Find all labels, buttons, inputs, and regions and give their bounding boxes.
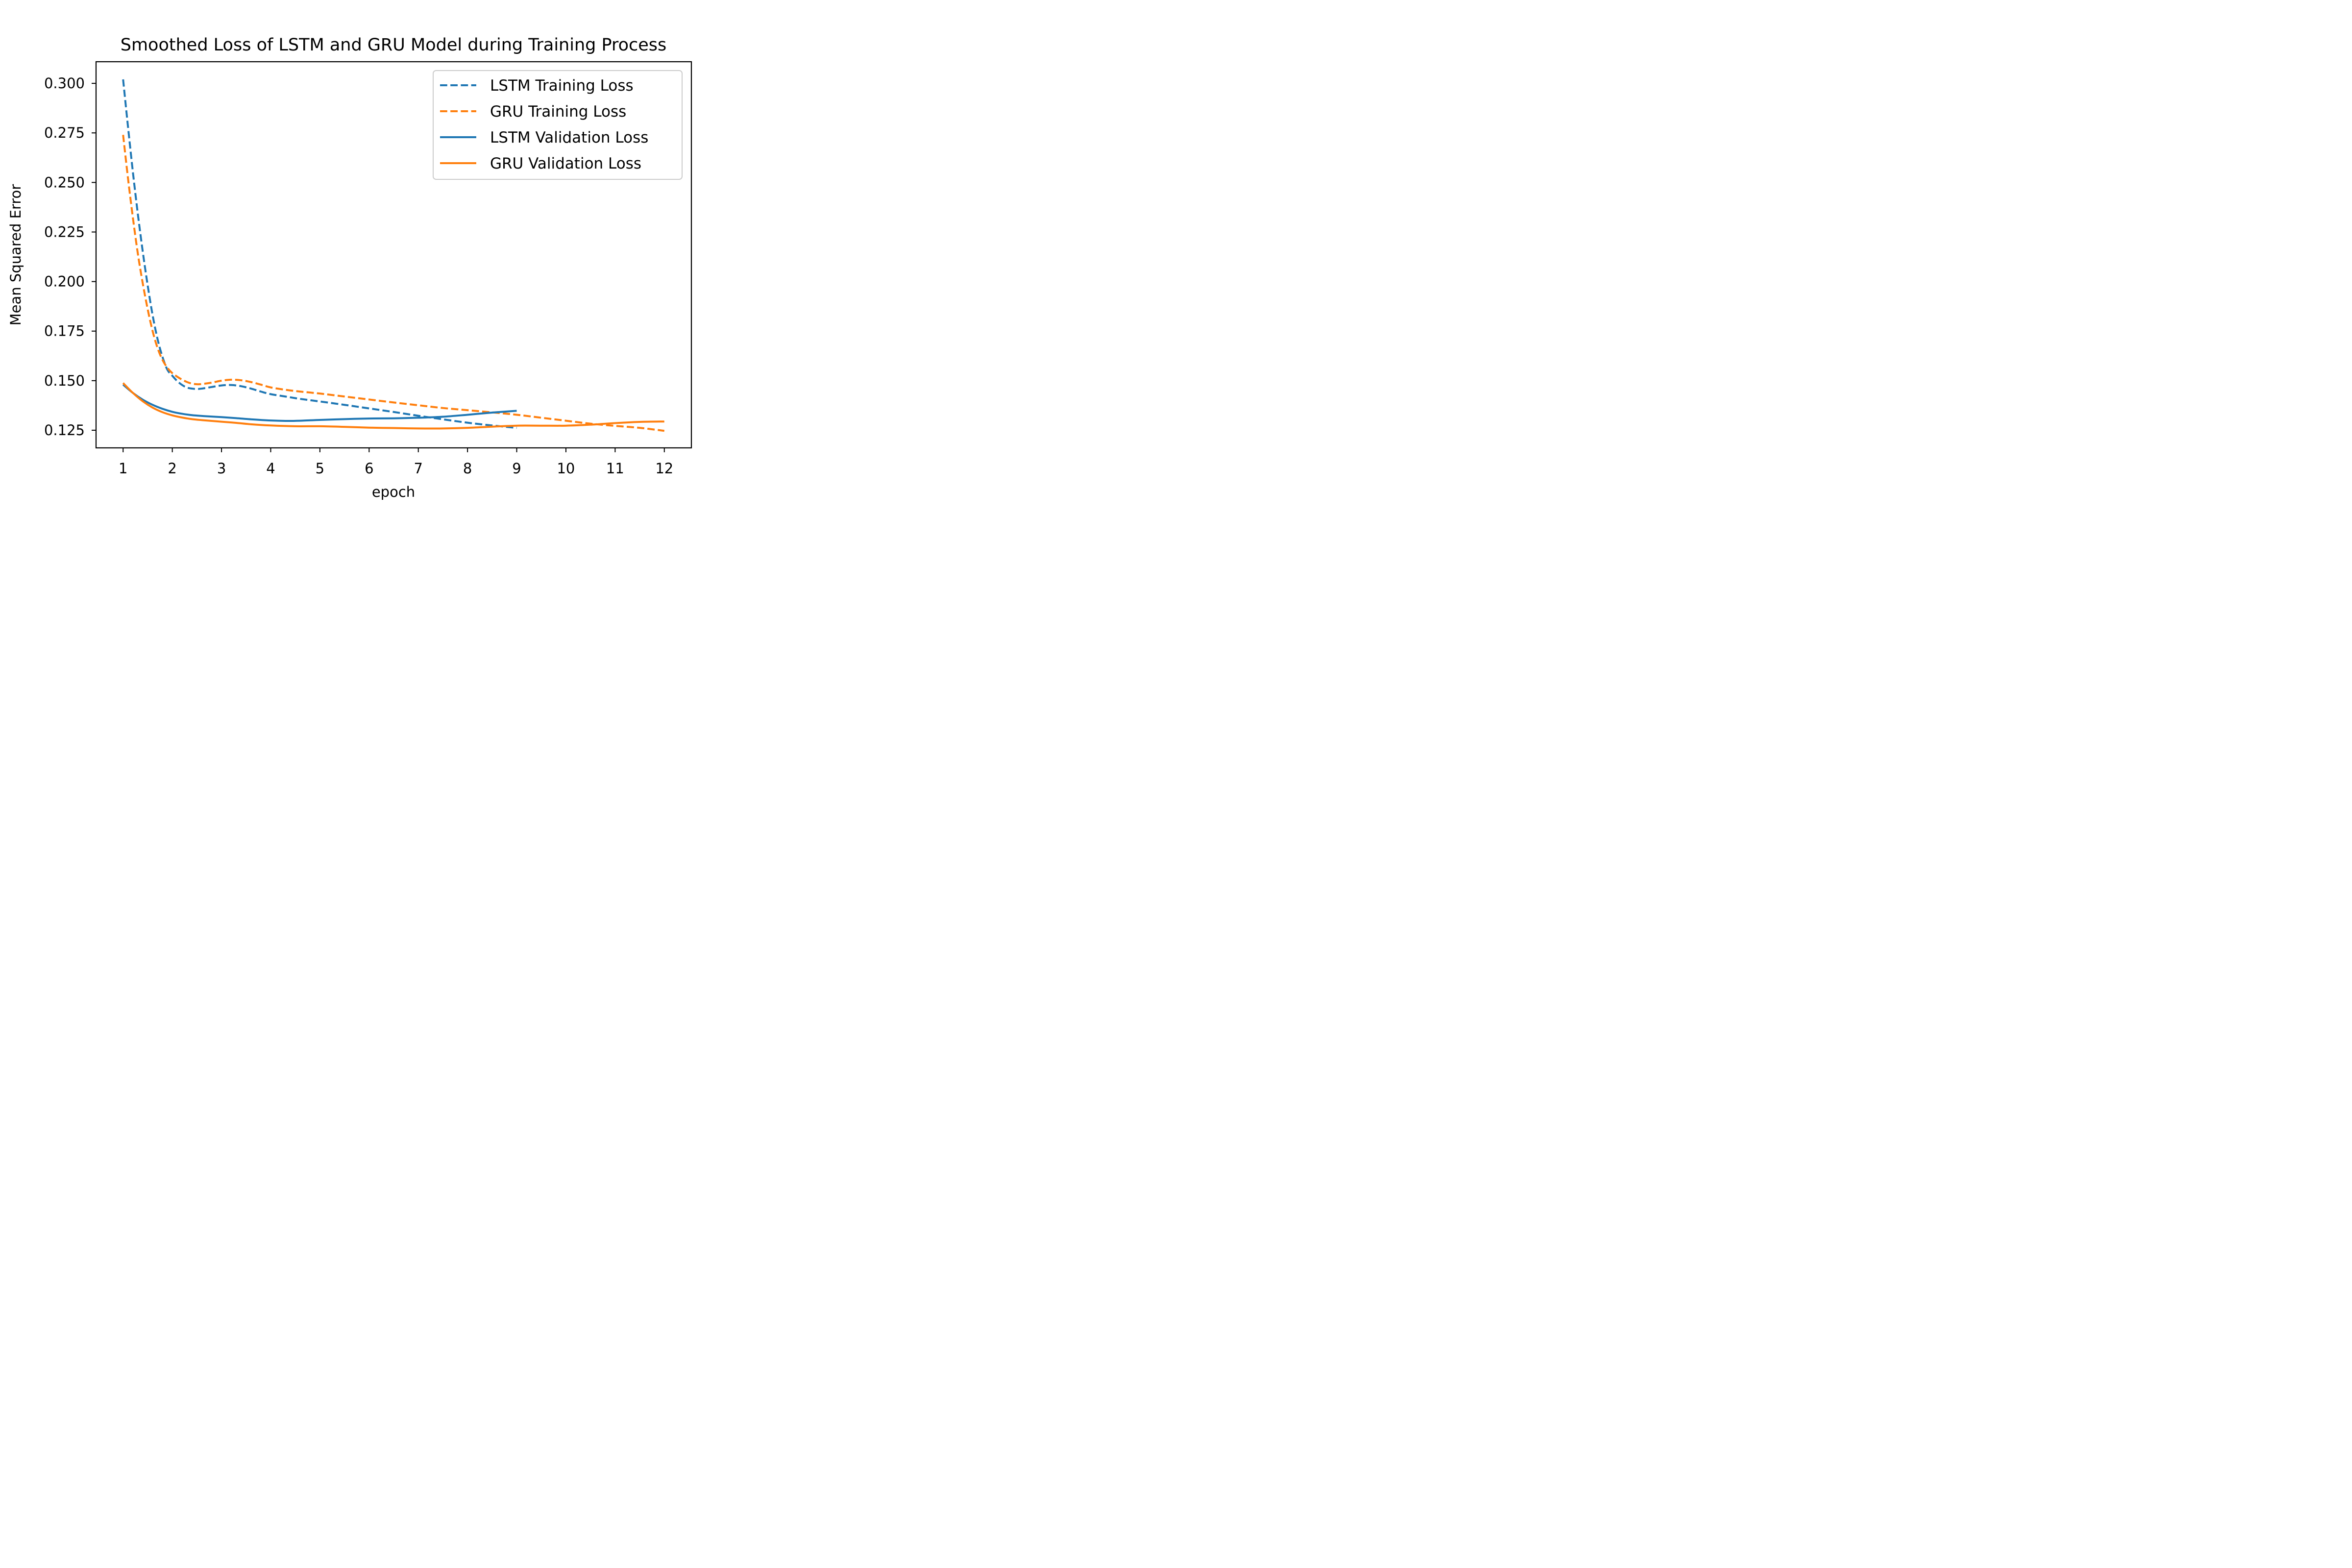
x-axis-label: epoch [372, 484, 415, 500]
x-axis: 1 2 3 4 5 6 7 8 9 10 11 12 [119, 448, 673, 477]
y-axis-label: Mean Squared Error [7, 184, 24, 326]
y-tick-label: 0.300 [44, 75, 85, 92]
x-tick-label: 8 [463, 460, 472, 477]
x-tick-label: 12 [655, 460, 673, 477]
x-tick-label: 3 [217, 460, 226, 477]
chart-title: Smoothed Loss of LSTM and GRU Model duri… [121, 35, 667, 55]
plot-frame [95, 61, 692, 449]
series-line-gru-validation-loss [122, 382, 664, 430]
y-tick-label: 0.250 [44, 174, 85, 191]
y-tick-label: 0.275 [44, 124, 85, 141]
y-tick-label: 0.175 [44, 323, 85, 340]
x-tick-label: 2 [168, 460, 176, 477]
series-line-lstm-validation-loss [122, 384, 517, 422]
legend-label: GRU Validation Loss [490, 155, 641, 172]
x-tick-label: 5 [316, 460, 324, 477]
y-tick-label: 0.225 [44, 223, 85, 240]
series-layer [122, 79, 665, 432]
x-tick-label: 10 [557, 460, 575, 477]
x-tick-label: 1 [119, 460, 127, 477]
x-tick-label: 4 [266, 460, 275, 477]
legend-box [433, 70, 683, 180]
y-tick-label: 0.200 [44, 273, 85, 290]
y-axis: 0.125 0.150 0.175 0.200 0.225 0.250 0.275 0.300 [44, 75, 96, 439]
x-tick-label: 9 [512, 460, 521, 477]
y-tick-label: 0.125 [44, 422, 85, 439]
legend-label: LSTM Training Loss [490, 77, 634, 95]
legend-label: LSTM Validation Loss [490, 129, 648, 147]
x-tick-label: 7 [414, 460, 422, 477]
x-tick-label: 11 [606, 460, 624, 477]
series-line-lstm-training-loss [122, 79, 517, 429]
x-tick-label: 6 [365, 460, 373, 477]
loss-chart: Smoothed Loss of LSTM and GRU Model duri… [0, 0, 759, 512]
legend-label: GRU Training Loss [490, 103, 626, 121]
legend: LSTM Training Loss GRU Training Loss LSTM … [433, 70, 683, 180]
y-tick-label: 0.150 [44, 372, 85, 389]
